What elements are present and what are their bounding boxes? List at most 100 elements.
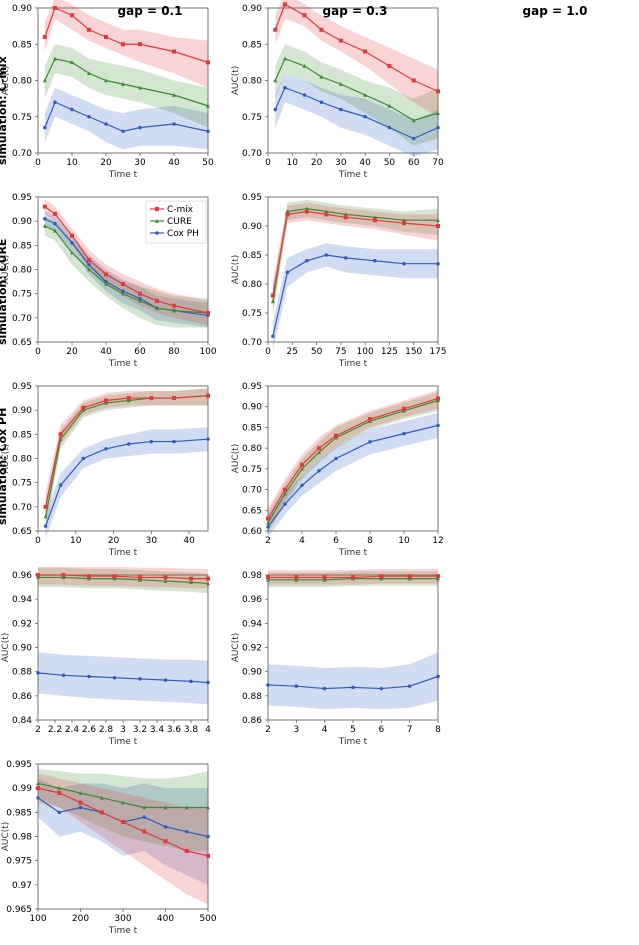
ytick-label: 0.90 [242, 403, 262, 413]
ytick-label: 0.75 [12, 113, 32, 123]
ytick-label: 0.84 [12, 716, 32, 726]
y-axis-label: AUC(t) [231, 444, 241, 474]
xtick-label: 10 [66, 158, 78, 168]
ytick-label: 0.86 [242, 716, 262, 726]
xtick-label: 0 [35, 536, 41, 546]
row-title: simulation: CURE [0, 239, 9, 345]
ytick-label: 0.80 [12, 77, 32, 87]
y-axis-label: AUC(t) [1, 822, 11, 852]
x-axis-label: Time t [108, 926, 138, 936]
ytick-label: 0.85 [242, 423, 262, 433]
xtick-label: 30 [146, 536, 158, 546]
xtick-label: 50 [202, 158, 214, 168]
legend-item: C-mix [167, 205, 194, 215]
xtick-label: 20 [100, 158, 112, 168]
xtick-label: 2.6 [82, 725, 97, 735]
xtick-label: 20 [66, 347, 78, 357]
ytick-label: 0.75 [242, 465, 262, 475]
x-axis-label: Time t [338, 170, 368, 180]
xtick-label: 125 [381, 347, 398, 357]
xtick-label: 30 [335, 158, 347, 168]
xtick-label: 2.8 [99, 725, 114, 735]
ytick-label: 0.65 [12, 338, 32, 348]
ytick-label: 0.80 [12, 455, 32, 465]
x-axis-label: Time t [108, 548, 138, 558]
xtick-label: 3.6 [167, 725, 182, 735]
ytick-label: 0.70 [242, 149, 262, 159]
xtick-label: 75 [335, 347, 346, 357]
plot-r0-c2: 0204060801000.650.700.750.800.850.900.95… [0, 189, 230, 374]
xtick-label: 3.4 [150, 725, 165, 735]
xtick-label: 100 [199, 347, 216, 357]
ytick-label: 0.96 [12, 571, 32, 581]
xtick-label: 40 [100, 347, 112, 357]
xtick-label: 150 [405, 347, 422, 357]
xtick-label: 12 [432, 536, 443, 546]
ytick-label: 0.90 [12, 217, 32, 227]
ytick-label: 0.965 [6, 905, 32, 915]
ytick-label: 0.98 [12, 833, 32, 843]
xtick-label: 200 [72, 914, 89, 924]
x-axis-label: Time t [338, 737, 368, 747]
xtick-label: 30 [134, 158, 146, 168]
row-title: simulation: Cox PH [0, 408, 9, 525]
ytick-label: 0.80 [242, 77, 262, 87]
xtick-label: 3.8 [184, 725, 199, 735]
xtick-label: 6 [333, 536, 339, 546]
ytick-label: 0.70 [12, 503, 32, 513]
y-axis-label: AUC(t) [231, 66, 241, 96]
xtick-label: 175 [429, 347, 446, 357]
ytick-label: 0.88 [12, 668, 32, 678]
xtick-label: 0 [265, 347, 271, 357]
ytick-label: 0.75 [12, 290, 32, 300]
x-axis-label: Time t [338, 548, 368, 558]
xtick-label: 10 [398, 536, 410, 546]
xtick-label: 8 [367, 536, 373, 546]
plot-r2-c2: 1002003004005000.9650.970.9750.980.9850.… [0, 756, 230, 941]
ytick-label: 0.70 [242, 486, 262, 496]
xtick-label: 100 [29, 914, 46, 924]
column-title: gap = 0.1 [65, 4, 235, 18]
ytick-label: 0.85 [242, 251, 262, 261]
ytick-label: 0.90 [242, 222, 262, 232]
ytick-label: 0.80 [12, 266, 32, 276]
y-axis-label: AUC(t) [1, 633, 11, 663]
ytick-label: 0.99 [12, 784, 32, 794]
xtick-label: 25 [287, 347, 298, 357]
xtick-label: 4 [322, 725, 328, 735]
xtick-label: 2 [35, 725, 41, 735]
xtick-label: 100 [357, 347, 374, 357]
y-axis-label: AUC(t) [231, 255, 241, 285]
xtick-label: 0 [265, 158, 271, 168]
xtick-label: 70 [432, 158, 444, 168]
band-CoxPH [273, 243, 438, 350]
ytick-label: 0.90 [12, 644, 32, 654]
xtick-label: 40 [359, 158, 371, 168]
xtick-label: 2 [265, 536, 271, 546]
figure-grid: gap = 0.1gap = 0.3gap = 1.0simulation: C… [0, 0, 639, 560]
ytick-label: 0.65 [12, 527, 32, 537]
plot-r0-c0: 010203040500.700.750.800.850.90Time tAUC… [0, 0, 230, 185]
band-CURE [46, 388, 208, 531]
ytick-label: 0.70 [12, 149, 32, 159]
ytick-label: 0.94 [242, 619, 262, 629]
ytick-label: 0.88 [242, 692, 262, 702]
xtick-label: 4 [205, 725, 211, 735]
ytick-label: 0.92 [242, 644, 262, 654]
legend-item: CURE [167, 217, 192, 227]
x-axis-label: Time t [108, 737, 138, 747]
xtick-label: 10 [287, 158, 299, 168]
x-axis-label: Time t [108, 359, 138, 369]
ytick-label: 0.85 [12, 430, 32, 440]
xtick-label: 8 [435, 725, 441, 735]
ytick-label: 0.85 [12, 241, 32, 251]
xtick-label: 2.4 [65, 725, 80, 735]
xtick-label: 80 [168, 347, 180, 357]
ytick-label: 0.80 [242, 444, 262, 454]
ytick-label: 0.86 [12, 692, 32, 702]
ytick-label: 0.975 [6, 857, 32, 867]
xtick-label: 500 [199, 914, 216, 924]
ytick-label: 0.90 [242, 4, 262, 14]
xtick-label: 0 [35, 347, 41, 357]
band-CoxPH [268, 652, 438, 709]
